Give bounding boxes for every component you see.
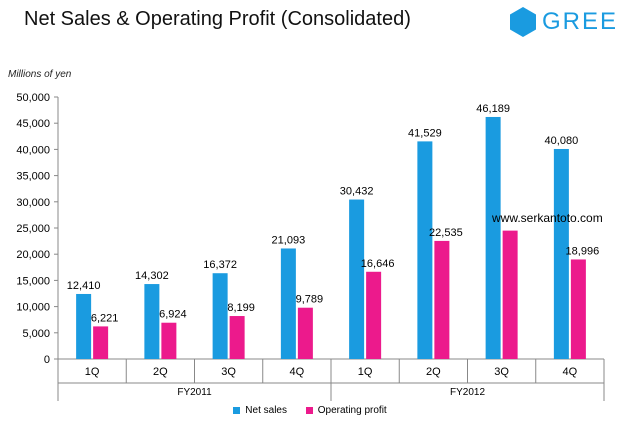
legend-item-operating-profit: Operating profit xyxy=(305,405,387,416)
y-tick-label: 30,000 xyxy=(16,197,50,209)
bar-operating-profit xyxy=(502,230,518,359)
data-label-net-sales: 21,093 xyxy=(272,234,306,246)
bar-operating-profit xyxy=(366,271,382,359)
chart-legend: Net sales Operating profit xyxy=(0,405,620,416)
data-label-operating-profit: 22,535 xyxy=(429,227,463,239)
hexagon-icon xyxy=(510,7,536,37)
data-label-net-sales: 16,372 xyxy=(203,259,237,271)
x-group-label: FY2012 xyxy=(450,387,485,398)
y-tick-label: 10,000 xyxy=(16,302,50,314)
data-label-net-sales: 12,410 xyxy=(67,280,101,292)
gree-logo: GREE xyxy=(508,6,620,38)
x-tick-label: 2Q xyxy=(153,366,168,378)
data-label-operating-profit: 6,924 xyxy=(159,309,187,321)
x-tick-label: 2Q xyxy=(426,366,441,378)
data-label-operating-profit: 16,646 xyxy=(361,258,395,270)
data-label-net-sales: 14,302 xyxy=(135,270,169,282)
y-tick-label: 45,000 xyxy=(16,118,50,130)
x-tick-label: 4Q xyxy=(563,366,578,378)
y-tick-label: 35,000 xyxy=(16,171,50,183)
data-label-net-sales: 30,432 xyxy=(340,186,374,198)
x-tick-label: 3Q xyxy=(494,366,509,378)
bar-operating-profit xyxy=(570,259,586,359)
data-label-net-sales: 46,189 xyxy=(476,103,510,115)
legend-label-net-sales: Net sales xyxy=(245,405,287,416)
bar-operating-profit xyxy=(229,316,245,359)
x-group-label: FY2011 xyxy=(177,387,212,398)
data-label-operating-profit: 18,996 xyxy=(566,245,600,257)
legend-label-operating-profit: Operating profit xyxy=(317,405,387,416)
data-label-operating-profit: 8,199 xyxy=(227,302,255,314)
y-tick-label: 5,000 xyxy=(22,328,50,340)
bar-net-sales xyxy=(280,248,296,359)
x-tick-label: 1Q xyxy=(85,366,100,378)
bar-net-sales xyxy=(144,284,160,359)
bar-net-sales xyxy=(553,148,569,359)
bar-operating-profit xyxy=(297,307,313,359)
data-label-operating-profit: 9,789 xyxy=(296,294,324,306)
bar-net-sales xyxy=(417,141,433,359)
data-label-net-sales: 40,080 xyxy=(545,135,579,147)
bar-operating-profit xyxy=(434,240,450,359)
bar-operating-profit xyxy=(93,326,109,359)
y-tick-label: 40,000 xyxy=(16,144,50,156)
chart-title: Net Sales & Operating Profit (Consolidat… xyxy=(24,8,411,30)
watermark: www.serkantoto.com xyxy=(492,211,603,225)
bar-net-sales xyxy=(485,116,501,360)
bar-net-sales xyxy=(76,293,92,359)
y-tick-label: 20,000 xyxy=(16,249,50,261)
logo-text: GREE xyxy=(542,8,619,35)
y-tick-label: 25,000 xyxy=(16,223,50,235)
data-label-net-sales: 41,529 xyxy=(408,127,442,139)
y-tick-label: 50,000 xyxy=(16,92,50,104)
x-tick-label: 3Q xyxy=(221,366,236,378)
x-tick-label: 1Q xyxy=(358,366,373,378)
legend-swatch-operating-profit xyxy=(305,406,313,414)
legend-item-net-sales: Net sales xyxy=(233,405,287,416)
data-label-operating-profit: 6,221 xyxy=(91,312,119,324)
x-tick-label: 4Q xyxy=(290,366,305,378)
legend-swatch-net-sales xyxy=(233,406,241,414)
bar-net-sales xyxy=(349,199,365,359)
y-tick-label: 0 xyxy=(44,354,50,366)
y-tick-label: 15,000 xyxy=(16,275,50,287)
bar-net-sales xyxy=(212,273,228,359)
y-axis-unit-label: Millions of yen xyxy=(8,69,72,80)
bar-operating-profit xyxy=(161,322,177,359)
